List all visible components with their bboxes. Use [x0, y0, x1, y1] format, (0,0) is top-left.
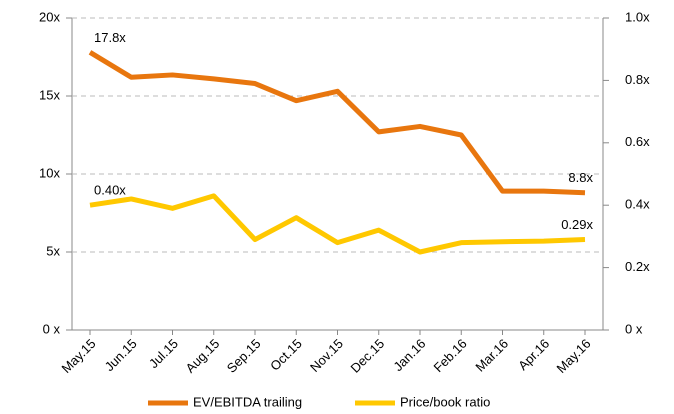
legend-label: Price/book ratio — [400, 394, 490, 409]
x-tick-label: May.15 — [58, 336, 98, 376]
x-tick-label: Nov.15 — [307, 336, 346, 375]
x-tick-label: Apr.16 — [515, 336, 552, 373]
x-tick-label: Feb.16 — [431, 336, 470, 375]
x-tick-label: Jan.16 — [390, 336, 428, 374]
series-line — [89, 193, 586, 255]
x-tick-label: Sep.15 — [224, 336, 264, 376]
x-tick-label: Jul.15 — [146, 336, 181, 371]
y-tick-label: 10x — [39, 165, 60, 180]
y2-tick-label: 0.2x — [625, 259, 650, 274]
x-tick-label: May.16 — [553, 336, 593, 376]
data-label: 0.40x — [94, 183, 126, 198]
data-label: 0.29x — [561, 217, 593, 232]
y2-tick-label: 0.8x — [625, 72, 650, 87]
x-tick-label: Oct.15 — [267, 336, 305, 374]
x-tick-label: Aug.15 — [183, 336, 223, 376]
y-tick-label: 20x — [39, 9, 60, 24]
x-tick-label: Jun.15 — [102, 336, 140, 374]
x-tick-label: Dec.15 — [348, 336, 388, 376]
y-tick-label: 0 x — [43, 321, 61, 336]
y-tick-label: 5x — [46, 243, 60, 258]
x-tick-label: Mar.16 — [472, 336, 511, 375]
y2-tick-label: 0.4x — [625, 197, 650, 212]
y2-tick-label: 1.0x — [625, 9, 650, 24]
data-label: 8.8x — [568, 170, 593, 185]
y-tick-label: 15x — [39, 87, 60, 102]
y2-tick-label: 0.6x — [625, 134, 650, 149]
data-label: 17.8x — [94, 30, 126, 45]
y2-tick-label: 0 x — [625, 321, 643, 336]
legend-label: EV/EBITDA trailing — [193, 394, 302, 409]
series-line — [88, 50, 586, 196]
